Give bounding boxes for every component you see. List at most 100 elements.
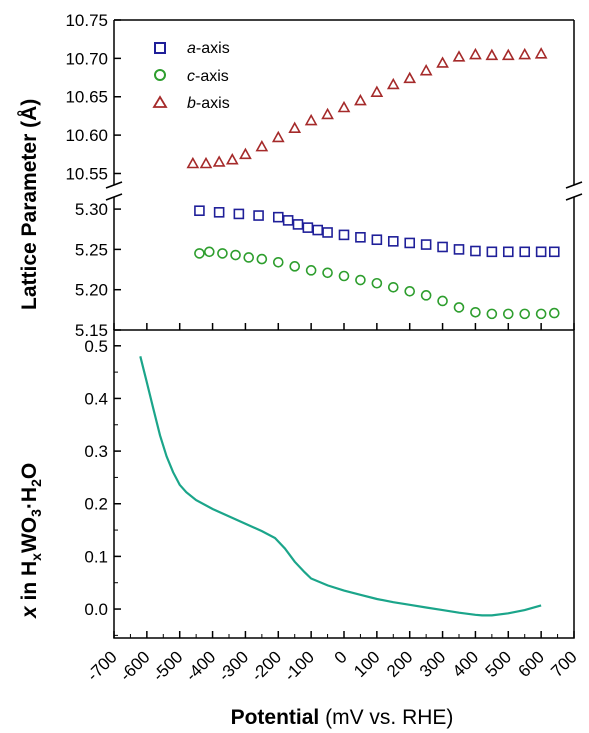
x-tick-label: -700 — [83, 647, 120, 684]
c-axis-point — [548, 307, 560, 319]
bottom-y-tick-label: 0.5 — [84, 337, 108, 356]
a-axis-point — [233, 208, 245, 220]
x-tick-label: 400 — [449, 647, 482, 680]
top-panel-tick-labels: 10.55 10.60 10.65 10.70 10.75 5.15 5.20 5.25 5.3… — [65, 11, 108, 340]
x-axis-title: Potential (mV vs. RHE) — [231, 706, 454, 729]
c-axis-point — [230, 249, 241, 261]
a-axis-point — [548, 246, 560, 258]
axis-break-left — [105, 181, 123, 201]
c-axis-point — [203, 246, 215, 258]
a-axis-point — [437, 241, 448, 253]
bottom-panel-tick-labels: 0.0 0.1 0.2 0.3 0.4 0.5 — [84, 337, 108, 619]
b-axis-point — [354, 93, 367, 106]
ticks — [113, 19, 575, 638]
upper-y-tick-label: 10.60 — [65, 126, 108, 145]
x-tick-label: -100 — [280, 647, 317, 684]
c-axis-point — [371, 277, 383, 289]
a-axis-point — [355, 232, 366, 243]
c-axis-point — [217, 248, 228, 259]
c-axis-point — [322, 267, 333, 279]
a-axis-point — [470, 245, 481, 257]
bottom-y-tick-label: 0.1 — [84, 547, 108, 566]
bottom-y-tick-label: 0.3 — [84, 442, 108, 461]
a-axis-point — [519, 246, 531, 258]
b-axis-point — [225, 153, 239, 165]
b-axis-point — [419, 64, 433, 76]
b-axis-point — [271, 130, 285, 143]
x-axis-tick-labels: -700-600-500-400-300-200-100 0 100 200 300 40… — [83, 647, 580, 684]
x-tick-label: 0 — [331, 647, 351, 667]
c-axis-point — [470, 306, 481, 318]
b-axis-point — [518, 47, 532, 60]
c-axis-point — [272, 256, 284, 268]
legend: a-axis c-axis b-axis — [152, 40, 230, 112]
a-axis-point — [387, 236, 399, 247]
c-axis-point — [289, 261, 301, 272]
upper-y-tick-label: 10.75 — [65, 11, 108, 30]
b-axis-point — [469, 47, 482, 60]
x-tick-label: -400 — [182, 647, 219, 684]
c-axis-point — [194, 248, 205, 259]
axis-break-right — [565, 181, 583, 201]
top-panel-y-axis-title: Lattice Parameter (Å) — [17, 99, 41, 310]
b-axis-point — [337, 100, 351, 113]
c-axis-point — [519, 308, 531, 320]
c-axis-point — [502, 308, 514, 320]
legend-label-c-axis: c-axis — [187, 68, 229, 85]
x-tick-label: 500 — [482, 647, 515, 680]
c-axis-point — [404, 286, 416, 297]
x-tick-label: -300 — [215, 647, 252, 684]
b-axis-point — [370, 85, 384, 97]
lower-y-tick-label: 5.20 — [75, 281, 108, 300]
x-tick-label: 700 — [547, 647, 580, 680]
x-tick-label: 100 — [350, 647, 383, 680]
bottom-y-tick-label: 0.0 — [84, 600, 108, 619]
x-tick-label: -600 — [116, 647, 153, 684]
x-tick-label: 200 — [383, 647, 416, 680]
b-axis-point — [452, 50, 466, 62]
series-c-axis — [194, 246, 560, 320]
b-axis-point — [534, 47, 548, 59]
b-axis-point — [288, 121, 302, 134]
c-axis-point — [453, 302, 465, 313]
legend-marker-c-axis — [154, 69, 166, 81]
a-axis-point — [453, 244, 465, 255]
a-axis-point — [282, 215, 294, 226]
legend-label-a-axis: a-axis — [187, 40, 230, 57]
b-axis-point — [186, 156, 200, 169]
a-axis-point — [322, 227, 333, 238]
c-axis-point — [338, 270, 350, 282]
bottom-panel-y-axis-title: x in HxWO3·H2O — [18, 463, 44, 619]
upper-y-tick-label: 10.70 — [65, 49, 108, 68]
b-axis-point — [199, 156, 213, 169]
legend-marker-a-axis — [154, 42, 166, 54]
legend-label-b-axis: b-axis — [187, 95, 230, 112]
b-axis-point — [436, 56, 449, 68]
lower-y-tick-label: 5.30 — [75, 200, 108, 219]
x-tick-label: 600 — [514, 647, 547, 680]
a-axis-point — [420, 239, 432, 250]
lower-y-tick-label: 5.25 — [75, 240, 108, 259]
c-axis-point — [486, 308, 498, 320]
a-axis-point — [253, 210, 264, 221]
a-axis-point — [535, 246, 547, 258]
bottom-y-tick-label: 0.2 — [84, 495, 108, 514]
c-axis-point — [535, 308, 547, 320]
a-axis-point — [502, 246, 514, 258]
a-axis-point — [338, 229, 350, 241]
b-axis-point — [304, 113, 318, 126]
bottom-panel-frame — [113, 329, 575, 639]
x-tick-label: 300 — [416, 647, 449, 680]
a-axis-point — [213, 207, 225, 218]
a-axis-point — [371, 234, 383, 246]
a-axis-point — [302, 222, 314, 233]
a-axis-point — [292, 219, 304, 230]
b-axis-point — [403, 71, 417, 84]
b-axis-point — [386, 77, 400, 90]
top-panel-series — [186, 47, 560, 320]
lower-y-tick-label: 5.15 — [75, 321, 108, 340]
a-axis-point — [312, 224, 324, 236]
c-axis-point — [355, 274, 366, 286]
b-axis-point — [255, 139, 269, 152]
